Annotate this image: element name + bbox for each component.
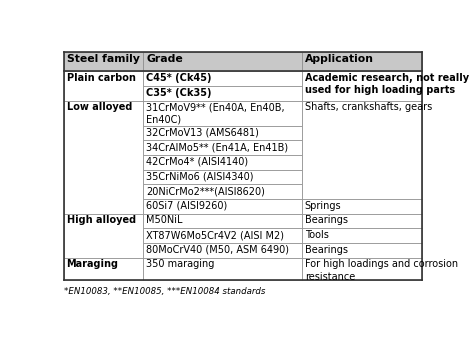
Text: Bearings: Bearings xyxy=(305,215,348,225)
Text: Academic research, not really
used for high loading parts: Academic research, not really used for h… xyxy=(305,73,469,95)
Text: Application: Application xyxy=(305,54,374,64)
Text: XT87W6Mo5Cr4V2 (AISI M2): XT87W6Mo5Cr4V2 (AISI M2) xyxy=(146,230,284,240)
Bar xyxy=(64,214,143,258)
Text: C45* (Ck45): C45* (Ck45) xyxy=(146,73,211,83)
Text: Springs: Springs xyxy=(305,201,341,211)
Bar xyxy=(143,199,302,214)
Bar xyxy=(143,86,302,101)
Text: For high loadings and corrosion
resistance: For high loadings and corrosion resistan… xyxy=(305,260,458,282)
Bar xyxy=(143,140,302,155)
Bar xyxy=(302,214,422,229)
Text: 20NiCrMo2***(AISI8620): 20NiCrMo2***(AISI8620) xyxy=(146,186,265,196)
Text: M50NiL: M50NiL xyxy=(146,215,182,225)
Bar xyxy=(143,229,302,243)
Bar xyxy=(143,243,302,258)
Text: High alloyed: High alloyed xyxy=(66,215,136,225)
Text: 34CrAlMo5** (En41A, En41B): 34CrAlMo5** (En41A, En41B) xyxy=(146,142,288,152)
Bar xyxy=(64,101,143,214)
Text: C35* (Ck35): C35* (Ck35) xyxy=(146,88,211,98)
Bar xyxy=(143,258,302,280)
Text: Low alloyed: Low alloyed xyxy=(66,103,132,112)
Text: 350 maraging: 350 maraging xyxy=(146,260,214,269)
Text: 35CrNiMo6 (AISI4340): 35CrNiMo6 (AISI4340) xyxy=(146,171,254,182)
Text: 80MoCrV40 (M50, ASM 6490): 80MoCrV40 (M50, ASM 6490) xyxy=(146,245,289,255)
Bar xyxy=(143,214,302,229)
Bar xyxy=(302,101,422,199)
Text: Bearings: Bearings xyxy=(305,245,348,255)
Text: 42CrMo4* (AISI4140): 42CrMo4* (AISI4140) xyxy=(146,157,248,167)
Bar xyxy=(143,126,302,140)
Text: Maraging: Maraging xyxy=(66,260,118,269)
Bar xyxy=(64,258,143,280)
Bar xyxy=(64,72,143,101)
Bar xyxy=(143,52,302,72)
Bar xyxy=(64,52,143,72)
Bar xyxy=(302,243,422,258)
Text: 31CrMoV9** (En40A, En40B,
En40C): 31CrMoV9** (En40A, En40B, En40C) xyxy=(146,103,285,125)
Bar xyxy=(302,199,422,214)
Text: 60Si7 (AISI9260): 60Si7 (AISI9260) xyxy=(146,201,227,211)
Bar xyxy=(302,72,422,101)
Text: *EN10083, **EN10085, ***EN10084 standards: *EN10083, **EN10085, ***EN10084 standard… xyxy=(64,287,265,296)
Bar xyxy=(143,155,302,170)
Text: Grade: Grade xyxy=(146,54,183,64)
Bar xyxy=(143,170,302,184)
Bar xyxy=(302,229,422,243)
Text: Plain carbon: Plain carbon xyxy=(66,73,136,83)
Bar xyxy=(302,52,422,72)
Text: 32CrMoV13 (AMS6481): 32CrMoV13 (AMS6481) xyxy=(146,127,259,137)
Bar xyxy=(143,101,302,126)
Bar xyxy=(143,72,302,86)
Text: Steel family: Steel family xyxy=(66,54,139,64)
Bar xyxy=(143,184,302,199)
Bar xyxy=(302,258,422,280)
Text: Shafts, crankshafts, gears: Shafts, crankshafts, gears xyxy=(305,103,432,112)
Text: Tools: Tools xyxy=(305,230,329,240)
